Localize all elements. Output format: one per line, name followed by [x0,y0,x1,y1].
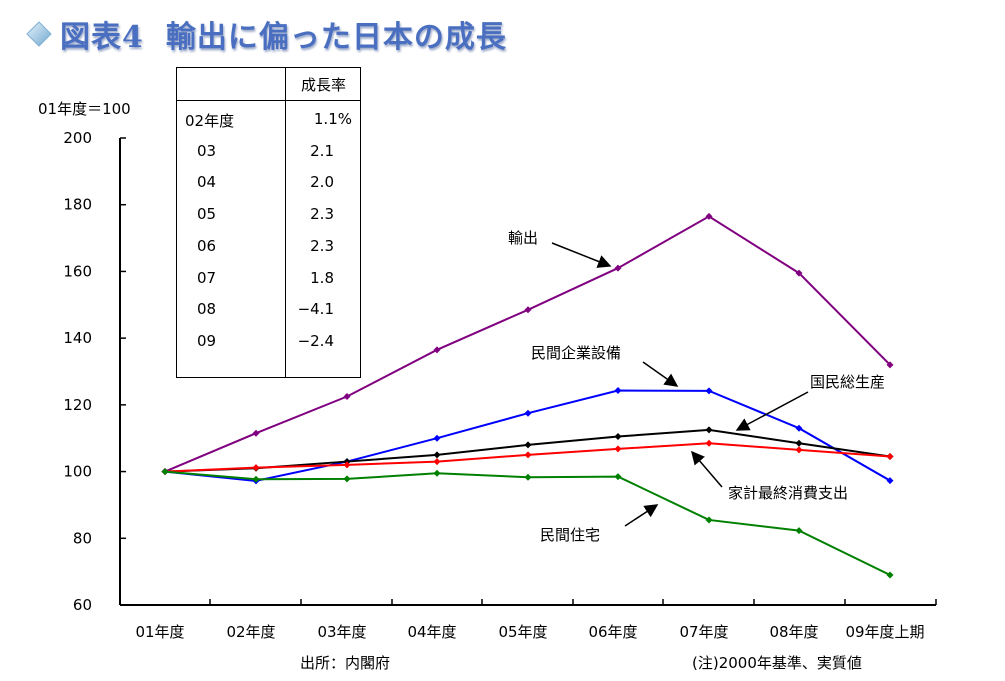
data-point [795,446,803,454]
x-tick-label: 07年度 [679,623,728,641]
x-tick-label: 04年度 [407,623,456,641]
data-point [614,433,622,441]
x-tick-label: 03年度 [317,623,366,641]
data-point [705,212,713,220]
data-point [343,461,351,469]
table-year: 07 [197,268,217,287]
callout-arrow [691,450,723,488]
table-year: 06 [197,236,217,255]
data-point [705,426,713,434]
x-tick-label: 02年度 [226,623,275,641]
table-year: 09 [197,331,217,350]
callout-arrow [551,242,612,268]
y-tick-label: 60 [73,596,92,614]
data-point [795,439,803,447]
data-point [886,571,894,579]
data-point [705,516,713,524]
data-point [433,451,441,459]
table-year: 03 [197,141,217,160]
series-label: 民間住宅 [540,526,600,544]
data-point [524,441,532,449]
y-tick-label: 120 [63,396,92,414]
series-label: 民間企業設備 [531,344,621,362]
title-text: 図表4 輸出に偏った日本の成長 [60,12,507,56]
table-value: 2.1 [310,141,334,160]
table-header: 成長率 [300,76,346,94]
series-label: 国民総生産 [810,373,885,391]
data-point [795,269,803,277]
data-point [524,306,532,314]
data-point [343,393,351,401]
data-point [886,361,894,369]
y-tick-label: 100 [63,463,92,481]
data-point [524,451,532,459]
data-point [524,409,532,417]
series-label: 輸出 [508,229,538,247]
growth-rate-table: 成長率 02年度 1.1% 03 2.1 04 2.0 05 2.3 06 2.3 07 1.8 08 −… [176,67,361,378]
unit-label: 01年度＝100 [38,100,131,118]
chart-title: 図表4 輸出に偏った日本の成長 [26,12,507,56]
callout-arrow [642,361,679,387]
table-divider [177,100,360,101]
data-point [343,475,351,483]
x-tick-label: 09年度上期 [845,623,924,641]
data-point [433,469,441,477]
table-value: 2.3 [310,205,334,224]
y-tick-label: 160 [63,262,92,280]
callout-arrow [735,391,809,431]
note-label: (注)2000年基準、実質値 [692,654,862,672]
figure-number: 図表4 [60,20,144,55]
series-line [164,428,891,473]
data-point [886,453,894,461]
table-value: 1.8 [310,268,334,287]
table-value: 1.1% [313,110,352,128]
table-year: 04 [197,173,217,192]
table-year: 05 [197,205,217,224]
table-year: 08 [197,300,217,319]
data-point [524,473,532,481]
y-tick-label: 180 [63,196,92,214]
table-value: −4.1 [297,300,334,319]
series-label: 家計最終消費支出 [728,484,848,502]
table-value: 2.0 [310,173,334,192]
data-point [161,468,169,476]
x-tick-label: 01年度 [135,623,184,641]
data-point [614,473,622,481]
y-tick-label: 200 [63,129,92,147]
data-point [886,477,894,485]
y-tick-label: 140 [63,329,92,347]
data-point [614,264,622,272]
table-value: −2.4 [297,331,334,350]
data-point [252,464,260,472]
data-point [433,458,441,466]
x-tick-label: 08年度 [769,623,818,641]
x-tick-label: 06年度 [588,623,637,641]
data-point [252,429,260,437]
data-point [705,439,713,447]
table-value: 2.3 [310,236,334,255]
table-year: 02年度 [185,112,235,130]
data-point [614,445,622,453]
callout-arrow [624,504,659,527]
title-main: 輸出に偏った日本の成長 [165,20,507,55]
diamond-icon [26,21,52,47]
data-point [433,434,441,442]
y-tick-label: 80 [73,529,92,547]
x-tick-label: 05年度 [498,623,547,641]
data-point [614,387,622,395]
data-point [433,346,441,354]
data-point [252,475,260,483]
source-label: 出所：内閣府 [300,654,390,672]
table-divider [285,68,286,377]
data-point [795,424,803,432]
data-point [795,527,803,535]
data-point [705,387,713,395]
